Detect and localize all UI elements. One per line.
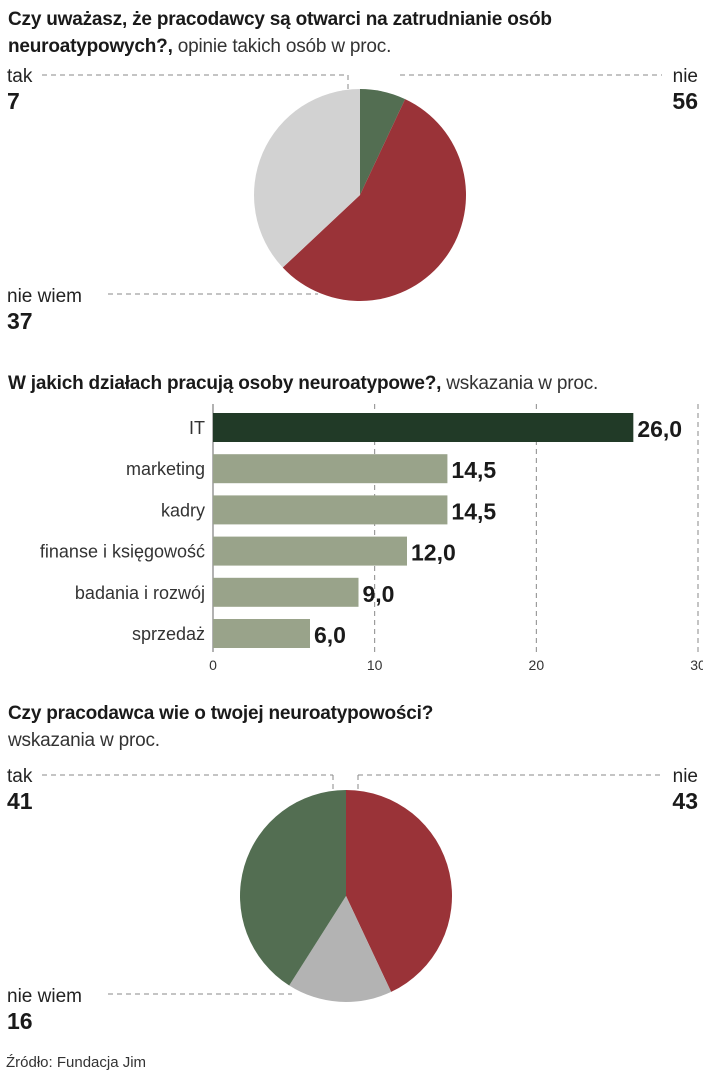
chart2-subtitle: wskazania w proc. <box>446 373 599 394</box>
bar-category-label: IT <box>189 418 205 438</box>
chart1-title: Czy uważasz, że pracodawcy są otwarci na… <box>8 9 552 57</box>
pie3-tak-value: 41 <box>7 788 33 814</box>
bar-category-label: kadry <box>161 500 205 520</box>
pie3-niewiem-label: nie wiem <box>7 986 82 1007</box>
bar-value-label: 14,5 <box>451 457 496 483</box>
pie1-nie-value: 56 <box>672 88 698 114</box>
bar-category-label: badania i rozwój <box>75 583 205 603</box>
source-note: Źródło: Fundacja Jim <box>6 1054 147 1071</box>
pie1-slice-nie <box>282 99 467 302</box>
bar-value-label: 12,0 <box>411 540 456 566</box>
chart3-title: Czy pracodawca wie o twojej neuroatypowo… <box>8 703 434 724</box>
pie3-niewiem-value: 16 <box>7 1008 33 1034</box>
pie1-slice-nie-wiem <box>254 89 360 268</box>
pie1-slice-tak <box>360 89 406 195</box>
pie3-slice-tak <box>240 790 346 986</box>
pie1-nie-label: nie <box>673 66 698 87</box>
pie1-niewiem-label: nie wiem <box>7 286 82 307</box>
bar-marketing <box>213 454 448 484</box>
bar-value-label: 9,0 <box>363 581 395 607</box>
pie3-slice-nie <box>346 790 453 992</box>
chart1-subtitle: opinie takich osób w proc. <box>177 36 392 57</box>
bar-category-label: marketing <box>126 459 205 479</box>
pie1-niewiem-value: 37 <box>7 308 33 334</box>
x-tick-10: 10 <box>367 657 383 673</box>
chart2-title: W jakich działach pracują osoby neuroaty… <box>8 373 599 394</box>
x-tick-20: 20 <box>529 657 545 673</box>
bar-value-label: 14,5 <box>451 498 496 524</box>
bar-IT <box>213 413 634 442</box>
bar-value-label: 26,0 <box>637 416 682 442</box>
pie3-tak-label: tak <box>7 766 33 787</box>
x-tick-30: 30 <box>690 657 703 673</box>
pie3-nie-label: nie <box>673 766 698 787</box>
bar-category-label: sprzedaż <box>132 624 205 644</box>
pie1-tak-label: tak <box>7 66 33 87</box>
x-tick-0: 0 <box>209 657 217 673</box>
pie3-slice-nie-wiem <box>289 896 392 1002</box>
pie3-nie-value: 43 <box>672 788 698 814</box>
bar-badania-i-rozwój <box>213 577 359 607</box>
bar-kadry <box>213 495 448 525</box>
bar-value-label: 6,0 <box>314 622 346 648</box>
bar-sprzedaż <box>213 619 310 648</box>
bar-finanse-i-księgowość <box>213 536 407 566</box>
chart3-subtitle: wskazania w proc. <box>8 730 160 751</box>
pie1-tak-value: 7 <box>7 88 20 114</box>
bar-category-label: finanse i księgowość <box>40 542 205 562</box>
